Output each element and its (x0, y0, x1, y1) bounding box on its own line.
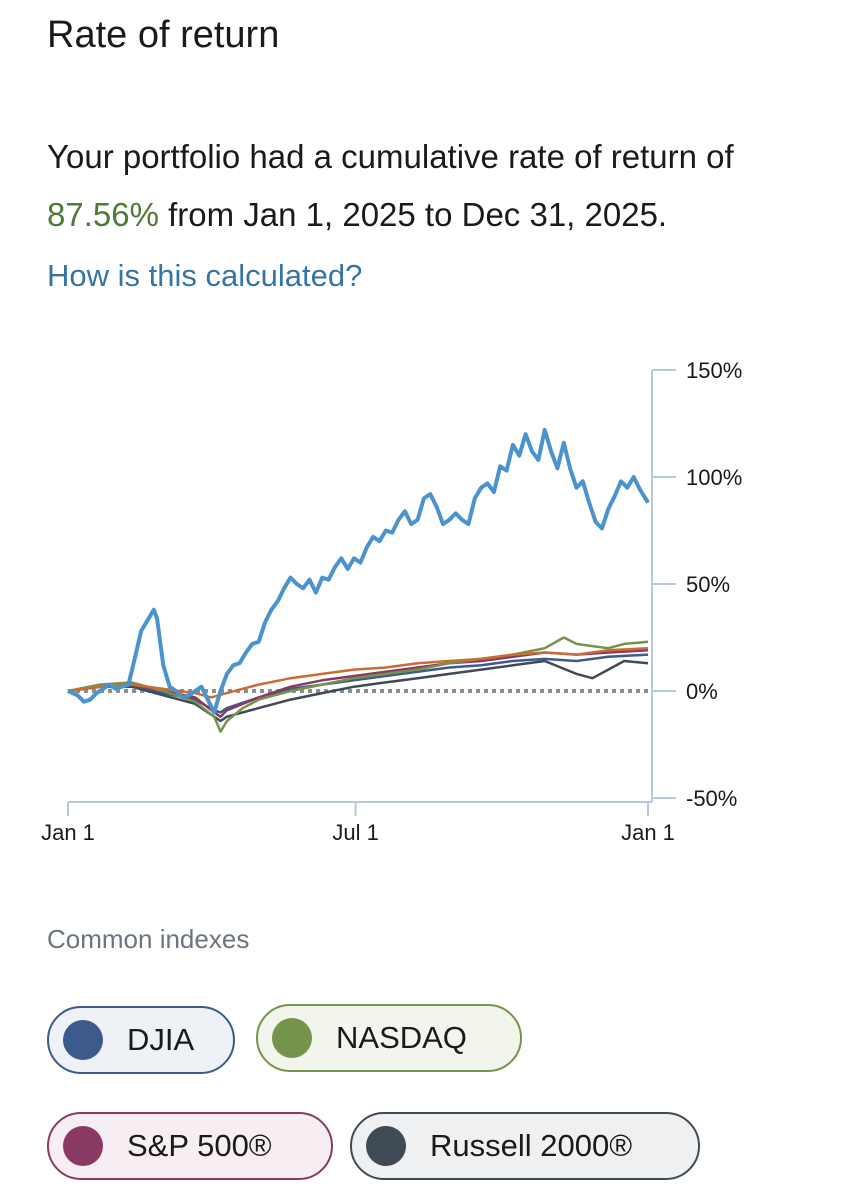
chart-series (67, 427, 650, 733)
page-title: Rate of return (47, 14, 280, 56)
djia-color-dot (63, 1020, 103, 1060)
x-tick-label: Jan 1 (621, 820, 675, 845)
series-line-4 (67, 653, 649, 714)
return-summary: Your portfolio had a cumulative rate of … (47, 128, 827, 244)
russell-color-dot (366, 1126, 406, 1166)
index-label-nasdaq: NASDAQ (336, 1020, 467, 1055)
index-toggle-russell-2000[interactable]: Russell 2000® (350, 1112, 700, 1180)
index-toggle-sp500[interactable]: S&P 500® (47, 1112, 333, 1180)
series-line-5 (67, 659, 649, 723)
index-toggle-nasdaq[interactable]: NASDAQ (256, 1004, 522, 1072)
x-tick-label: Jul 1 (332, 820, 378, 845)
y-tick-label: 150% (686, 358, 742, 383)
y-tick-label: 50% (686, 572, 730, 597)
common-indexes-heading: Common indexes (47, 924, 250, 954)
chart-svg: 150% 100% 50% 0% -50% Jan 1 Jul 1 Jan 1 (41, 358, 742, 845)
index-toggle-djia[interactable]: DJIA (47, 1006, 235, 1074)
index-label-russell-2000: Russell 2000® (430, 1128, 633, 1163)
series-line-2 (67, 636, 649, 733)
how-calculated-link[interactable]: How is this calculated? (47, 258, 363, 293)
rate-of-return-chart: 150% 100% 50% 0% -50% Jan 1 Jul 1 Jan 1 (0, 340, 849, 860)
y-tick-label: 0% (686, 679, 718, 704)
sp500-color-dot (63, 1126, 103, 1166)
index-label-sp500: S&P 500® (127, 1128, 272, 1163)
summary-prefix: Your portfolio had a cumulative rate of … (47, 138, 734, 175)
x-tick-label: Jan 1 (41, 820, 95, 845)
series-line-0 (67, 427, 650, 715)
nasdaq-color-dot (272, 1018, 312, 1058)
y-tick-label: 100% (686, 465, 742, 490)
summary-suffix: from Jan 1, 2025 to Dec 31, 2025. (158, 196, 668, 233)
return-percentage: 87.56% (47, 196, 159, 233)
index-label-djia: DJIA (127, 1022, 195, 1057)
y-tick-label: -50% (686, 786, 737, 811)
series-line-1 (67, 646, 649, 699)
chart-axes: 150% 100% 50% 0% -50% Jan 1 Jul 1 Jan 1 (41, 358, 742, 845)
